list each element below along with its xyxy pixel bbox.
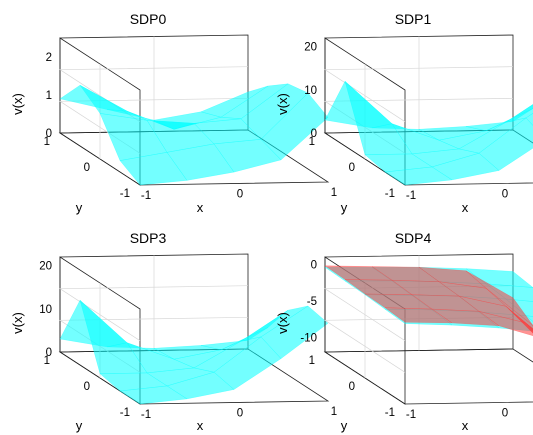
x-tick-label: -1 [406, 409, 416, 421]
panel-title: SDP4 [395, 230, 432, 246]
y-tick-label: -1 [385, 188, 395, 200]
x-tick-label: 1 [331, 187, 337, 199]
y-tick-label: 0 [349, 162, 355, 174]
z-tick-label: 20 [304, 42, 317, 54]
y-tick-label: 1 [309, 136, 315, 148]
grid-line [323, 66, 514, 122]
y-axis-label: y [76, 200, 83, 215]
y-tick-label: 1 [309, 355, 315, 367]
y-axis-label: y [341, 418, 348, 433]
panel-title: SDP3 [130, 230, 167, 246]
surface-patch [324, 80, 393, 129]
z-tick-label: 0 [311, 128, 317, 140]
x-axis-label: x [197, 418, 204, 433]
y-tick-label: 0 [84, 381, 90, 393]
x-tick-label: 0 [237, 189, 243, 201]
z-axis-label: v(x) [10, 312, 25, 334]
x-tick-label: 0 [502, 189, 508, 201]
x-tick-label: -1 [406, 190, 416, 202]
z-tick-label: 10 [39, 304, 52, 316]
panel-sdp4: SDP4 0-5-10-101-101 v(x) y x [275, 230, 533, 433]
z-tick-label: 20 [39, 261, 52, 273]
x-axis-label: x [462, 200, 469, 215]
x-axis-label: x [197, 200, 204, 215]
y-tick-label: 0 [349, 381, 355, 393]
x-tick-label: 1 [331, 406, 337, 418]
x-tick-label: -1 [141, 409, 151, 421]
surface-patch [324, 265, 393, 281]
x-tick-label: 0 [237, 408, 243, 420]
panel-title: SDP1 [395, 11, 432, 27]
y-axis-label: y [76, 418, 83, 433]
x-tick-label: -1 [141, 190, 151, 202]
x-axis-label: x [462, 418, 469, 433]
z-tick-label: 0 [46, 347, 52, 359]
x-tick-label: 0 [502, 408, 508, 420]
z-tick-label: 1 [46, 90, 52, 102]
z-tick-label: 2 [46, 52, 52, 64]
z-axis-label: v(x) [275, 93, 290, 115]
y-tick-label: 0 [84, 162, 90, 174]
panel-title: SDP0 [130, 11, 167, 27]
z-axis-label: v(x) [10, 93, 25, 115]
surface-patch [59, 84, 128, 112]
y-tick-label: -1 [120, 188, 130, 200]
z-tick-label: -10 [300, 332, 317, 344]
y-axis-label: y [341, 200, 348, 215]
z-tick-label: 0 [311, 259, 317, 271]
floor-plane [323, 348, 533, 405]
panel-sdp0: SDP0 012-101-1 0 1 v(x) y x [10, 11, 337, 215]
z-tick-label: 0 [46, 128, 52, 140]
z-axis-label: v(x) [275, 312, 290, 334]
y-tick-label: 1 [44, 355, 50, 367]
surface-patch [59, 299, 128, 348]
z-tick-label: 10 [304, 85, 317, 97]
y-tick-label: -1 [385, 407, 395, 419]
y-tick-label: 1 [44, 136, 50, 148]
z-tick-label: -5 [307, 296, 317, 308]
y-tick-label: -1 [120, 407, 130, 419]
grid-line [58, 285, 249, 341]
